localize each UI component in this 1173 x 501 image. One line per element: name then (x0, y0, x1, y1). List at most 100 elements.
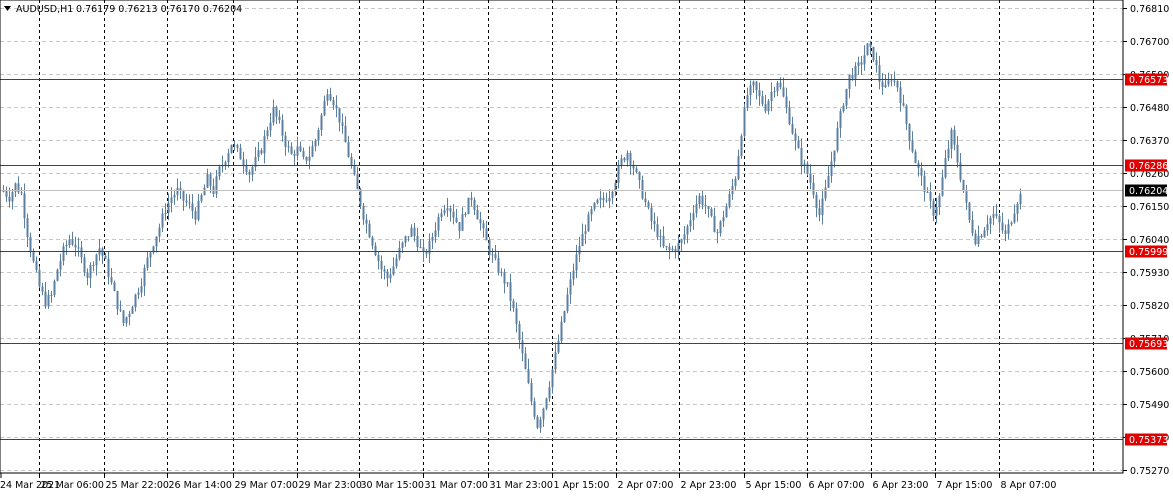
candle (323, 95, 326, 117)
candle (353, 159, 356, 176)
candle (920, 162, 923, 186)
candle (488, 236, 491, 261)
candle (1001, 212, 1004, 234)
chart-menu-triangle-icon[interactable] (4, 6, 11, 11)
candle (338, 108, 341, 132)
candle (128, 310, 131, 326)
candle (647, 200, 650, 210)
candle (266, 126, 269, 140)
candle (590, 206, 593, 222)
candle (101, 247, 104, 265)
candle (938, 193, 941, 216)
candle (689, 212, 692, 232)
candle (251, 164, 254, 182)
candle (533, 397, 536, 420)
level-label: 0.76286 (1129, 161, 1168, 172)
candle (59, 253, 62, 277)
candle (470, 191, 473, 207)
candle (419, 239, 422, 249)
candle (515, 302, 518, 333)
candle (257, 141, 260, 162)
candle (245, 159, 248, 175)
candle (857, 56, 860, 75)
candle (1016, 201, 1019, 222)
candle (80, 240, 83, 264)
candle (209, 172, 212, 194)
candle (410, 224, 413, 238)
candle (770, 82, 773, 112)
candle (386, 269, 389, 287)
x-tick-label: 2 Apr 23:00 (681, 480, 737, 491)
candle (203, 184, 206, 196)
candle (197, 193, 200, 222)
x-tick-label: 6 Apr 07:00 (809, 480, 865, 491)
candle (32, 248, 35, 263)
candle (200, 193, 203, 203)
candle (548, 381, 551, 402)
candle (299, 141, 302, 153)
x-tick-label: 31 Mar 07:00 (425, 480, 488, 491)
candle (377, 251, 380, 270)
candle (944, 149, 947, 179)
candle (44, 281, 47, 309)
candle (68, 234, 71, 248)
candle (521, 331, 524, 362)
candle (767, 99, 770, 115)
candle (1007, 219, 1010, 240)
candle (248, 169, 251, 183)
candle (293, 149, 296, 166)
level-label-bg (1125, 245, 1167, 258)
candle (815, 192, 818, 218)
level-label: 0.76573 (1129, 75, 1168, 86)
candle (35, 256, 38, 273)
candle (809, 164, 812, 190)
candle (38, 266, 41, 289)
candle (86, 268, 89, 286)
candle (326, 89, 329, 106)
candle (494, 244, 497, 261)
candle (617, 159, 620, 189)
candle (254, 146, 257, 172)
candle (242, 151, 245, 174)
candle (965, 184, 968, 210)
candle (215, 169, 218, 198)
level-label-bg (1125, 433, 1167, 446)
candle (836, 121, 839, 153)
candle (602, 192, 605, 208)
candle (974, 229, 977, 246)
candle (107, 251, 110, 285)
candle (83, 254, 86, 277)
candle (146, 251, 149, 271)
x-tick-label: 30 Mar 15:00 (361, 480, 424, 491)
candle (569, 271, 572, 304)
candle (698, 193, 701, 209)
y-tick-label: 0.75270 (1130, 466, 1169, 477)
candle (5, 186, 8, 203)
candle (41, 282, 44, 296)
candle (422, 239, 425, 262)
candle (947, 140, 950, 161)
level-label-bg (1125, 337, 1167, 350)
candle (173, 189, 176, 205)
candle (656, 216, 659, 241)
candle (212, 178, 215, 198)
candle (14, 182, 17, 198)
candle (230, 144, 233, 154)
candle (707, 205, 710, 218)
candle (872, 46, 875, 62)
y-tick-label: 0.76370 (1130, 136, 1169, 147)
candle (653, 212, 656, 232)
candle (581, 223, 584, 247)
candle (191, 194, 194, 219)
candle (644, 191, 647, 207)
candle (935, 197, 938, 224)
candle (404, 235, 407, 247)
candle (506, 282, 509, 287)
candle (455, 208, 458, 224)
candle (20, 187, 23, 196)
candle (812, 174, 815, 199)
